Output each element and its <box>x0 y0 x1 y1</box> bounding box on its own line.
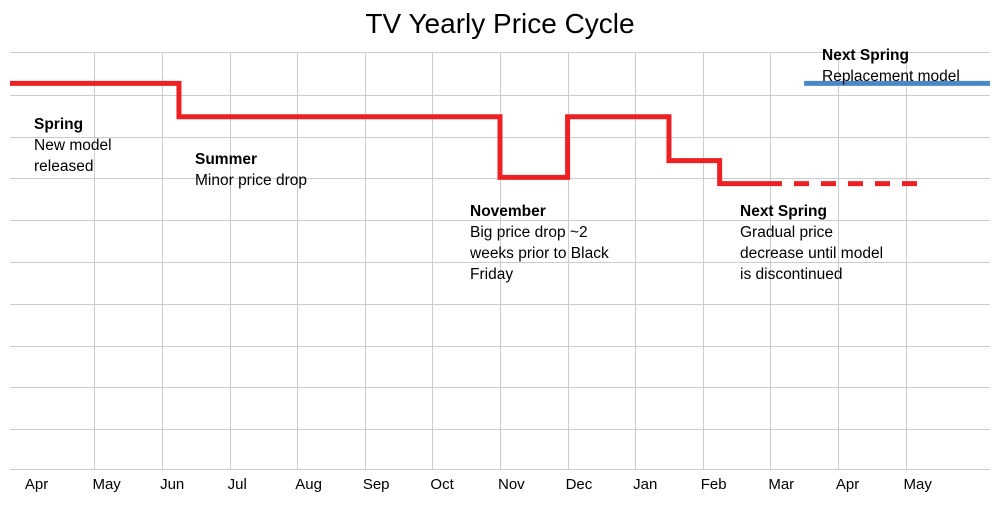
annotation-next-spring-replacement: Next SpringReplacement model <box>822 46 1000 88</box>
annotation-next-spring-decrease: Next SpringGradual price decrease until … <box>740 202 890 286</box>
x-axis-tick-label: May <box>904 476 932 493</box>
x-axis-tick-label: May <box>92 476 120 493</box>
x-axis-tick-label: Apr <box>836 476 859 493</box>
x-axis-tick-label: Feb <box>701 476 727 493</box>
x-axis-tick-label: Nov <box>498 476 525 493</box>
annotation-november: NovemberBig price drop ~2 weeks prior to… <box>470 202 620 286</box>
x-axis-tick-label: Jun <box>160 476 184 493</box>
annotation-body: New model released <box>34 136 154 178</box>
annotation-body: Gradual price decrease until model is di… <box>740 223 890 286</box>
annotation-body: Big price drop ~2 weeks prior to Black F… <box>470 223 620 286</box>
x-axis-tick-label: Jan <box>633 476 657 493</box>
annotation-heading: Summer <box>195 150 395 171</box>
x-axis-tick-label: Jul <box>228 476 247 493</box>
annotation-body: Replacement model <box>822 67 1000 88</box>
chart-title: TV Yearly Price Cycle <box>0 8 1000 40</box>
x-axis-tick-label: Aug <box>295 476 322 493</box>
annotation-heading: November <box>470 202 620 223</box>
annotation-spring: SpringNew model released <box>34 115 154 178</box>
x-axis-tick-label: Apr <box>25 476 48 493</box>
annotation-summer: SummerMinor price drop <box>195 150 395 192</box>
x-axis-tick-label: Oct <box>430 476 453 493</box>
x-axis-tick-label: Sep <box>363 476 390 493</box>
x-axis-tick-label: Dec <box>566 476 593 493</box>
x-axis-tick-label: Mar <box>768 476 794 493</box>
annotation-heading: Next Spring <box>740 202 890 223</box>
annotation-heading: Next Spring <box>822 46 1000 67</box>
annotation-heading: Spring <box>34 115 154 136</box>
annotation-body: Minor price drop <box>195 171 395 192</box>
